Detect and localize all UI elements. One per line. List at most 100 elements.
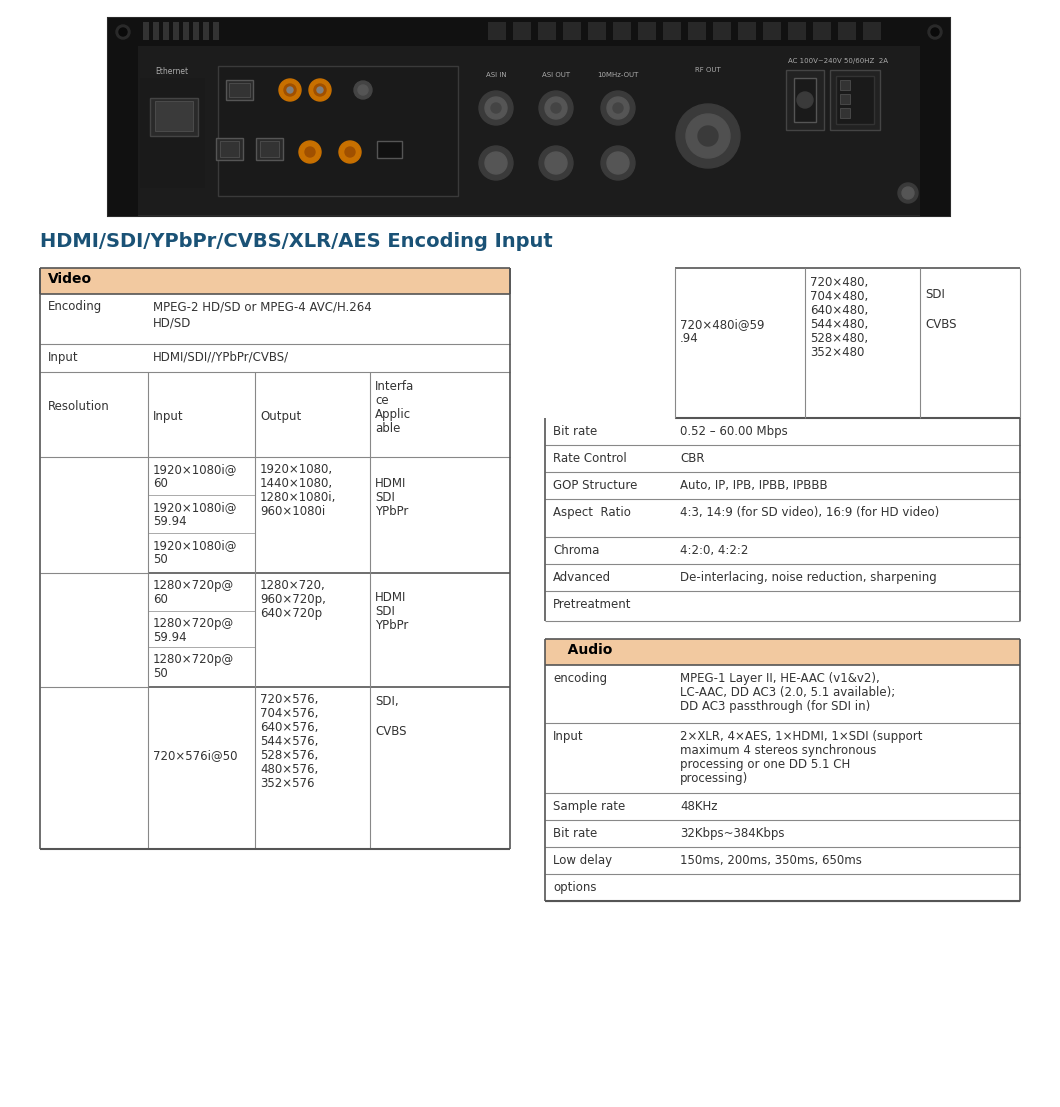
Bar: [840, 108, 850, 118]
Circle shape: [314, 84, 326, 96]
Text: SDI-IN: SDI-IN: [220, 189, 240, 194]
Text: 0.52 – 60.00 Mbps: 0.52 – 60.00 Mbps: [681, 425, 788, 438]
Bar: [155, 101, 193, 131]
Text: SDI,: SDI,: [375, 695, 399, 708]
Text: Rate Control: Rate Control: [553, 452, 626, 465]
Text: HD/SD: HD/SD: [153, 315, 192, 329]
Circle shape: [898, 183, 918, 203]
Text: Input: Input: [48, 351, 78, 364]
Circle shape: [317, 87, 323, 93]
Circle shape: [697, 126, 718, 146]
Text: CBR: CBR: [681, 452, 705, 465]
Text: Aspect  Ratio: Aspect Ratio: [553, 506, 631, 519]
Text: CVBS: CVBS: [925, 318, 956, 331]
Text: 1920×1080i@: 1920×1080i@: [153, 463, 237, 476]
Circle shape: [284, 84, 296, 96]
Text: 10MHz-OUT: 10MHz-OUT: [598, 72, 639, 77]
Text: MPEG-1 Layer II, HE-AAC (v1&v2),: MPEG-1 Layer II, HE-AAC (v1&v2),: [681, 672, 880, 685]
Text: 4:3, 14:9 (for SD video), 16:9 (for HD video): 4:3, 14:9 (for SD video), 16:9 (for HD v…: [681, 506, 939, 519]
Text: Input: Input: [153, 410, 183, 423]
Bar: [257, 138, 283, 161]
Text: 352×576: 352×576: [260, 777, 315, 790]
Text: 1280×720p@: 1280×720p@: [153, 653, 234, 666]
Text: DD AC3 passthrough (for SDI in): DD AC3 passthrough (for SDI in): [681, 700, 870, 713]
Circle shape: [676, 104, 740, 168]
Circle shape: [607, 97, 629, 118]
Text: 544×480,: 544×480,: [810, 318, 868, 331]
Bar: [40, 268, 510, 294]
Text: encoding: encoding: [553, 672, 607, 685]
Circle shape: [607, 152, 629, 174]
Text: Input: Input: [553, 730, 584, 743]
Circle shape: [479, 91, 513, 125]
Bar: [216, 138, 243, 161]
Text: Chroma: Chroma: [553, 544, 599, 557]
Text: options: options: [553, 881, 597, 894]
Bar: [838, 22, 856, 40]
Circle shape: [305, 147, 315, 157]
Bar: [763, 22, 781, 40]
Text: 50: 50: [153, 554, 167, 566]
Text: 60: 60: [153, 593, 167, 606]
Circle shape: [797, 92, 813, 108]
Bar: [229, 83, 250, 97]
Text: 1280×720,: 1280×720,: [260, 579, 325, 592]
Circle shape: [279, 79, 301, 101]
Text: O
I: O I: [802, 92, 808, 104]
Bar: [151, 99, 198, 136]
Text: HDMI/SDI/YPbPr/CVBS/XLR/AES Encoding Input: HDMI/SDI/YPbPr/CVBS/XLR/AES Encoding Inp…: [40, 232, 552, 251]
Bar: [863, 22, 881, 40]
Circle shape: [119, 28, 127, 37]
Bar: [377, 141, 402, 158]
Text: SDI: SDI: [375, 606, 395, 618]
Text: Audio: Audio: [553, 643, 613, 656]
Circle shape: [545, 97, 567, 118]
Text: Video: Video: [48, 272, 92, 286]
Bar: [588, 22, 606, 40]
Bar: [193, 22, 199, 40]
Text: Low delay: Low delay: [553, 853, 612, 867]
Text: 1440×1080,: 1440×1080,: [260, 477, 333, 490]
Circle shape: [928, 25, 942, 39]
Bar: [688, 22, 706, 40]
Text: CVBS: CVBS: [375, 725, 406, 738]
Bar: [788, 22, 806, 40]
Text: XLR: XLR: [233, 68, 247, 74]
Bar: [108, 18, 138, 216]
Text: Advanced: Advanced: [553, 571, 612, 584]
Circle shape: [479, 146, 513, 180]
Text: 960×1080i: 960×1080i: [260, 505, 325, 518]
Bar: [538, 22, 556, 40]
Text: Y: Y: [288, 68, 293, 74]
Text: 59.94: 59.94: [153, 631, 187, 644]
Bar: [840, 94, 850, 104]
Bar: [613, 22, 631, 40]
Bar: [738, 22, 756, 40]
Circle shape: [686, 114, 730, 158]
Text: 960×720p,: 960×720p,: [260, 593, 325, 606]
Text: able: able: [375, 422, 401, 435]
Bar: [260, 141, 279, 157]
Circle shape: [358, 85, 368, 95]
Text: 528×576,: 528×576,: [260, 749, 318, 762]
Text: 720×480i@59: 720×480i@59: [681, 318, 764, 331]
Text: 1280×720p@: 1280×720p@: [153, 617, 234, 630]
Text: Sample rate: Sample rate: [553, 800, 625, 813]
Text: 1920×1080i@: 1920×1080i@: [153, 539, 237, 552]
Text: Output: Output: [260, 410, 301, 423]
Text: AC 100V~240V 50/60HZ  2A: AC 100V~240V 50/60HZ 2A: [788, 58, 888, 64]
Bar: [545, 639, 1020, 665]
Text: YPbPr: YPbPr: [375, 505, 408, 518]
Bar: [226, 80, 253, 100]
Bar: [183, 22, 189, 40]
Text: 1280×720p@: 1280×720p@: [153, 579, 234, 592]
Text: 352×480: 352×480: [810, 346, 864, 359]
Text: 150ms, 200ms, 350ms, 650ms: 150ms, 200ms, 350ms, 650ms: [681, 853, 862, 867]
Text: Pb: Pb: [316, 68, 324, 74]
Text: MPEG-2 HD/SD or MPEG-4 AVC/H.264: MPEG-2 HD/SD or MPEG-4 AVC/H.264: [153, 300, 372, 313]
Circle shape: [344, 147, 355, 157]
Bar: [830, 70, 880, 130]
Text: GOP Structure: GOP Structure: [553, 479, 637, 492]
Text: Interfa: Interfa: [375, 380, 414, 393]
Text: 48KHz: 48KHz: [681, 800, 718, 813]
